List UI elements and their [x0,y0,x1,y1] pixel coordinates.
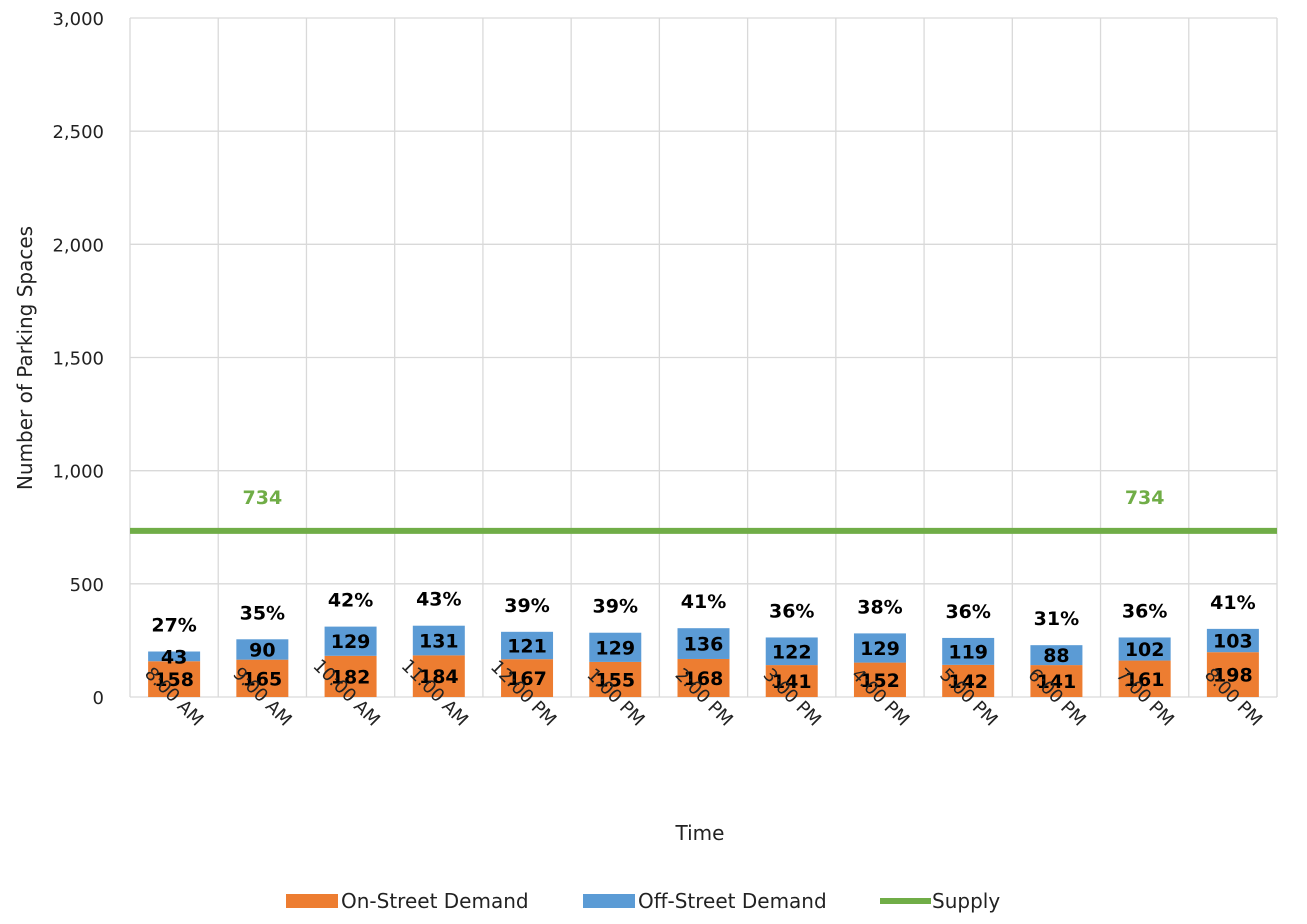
off-street-value-label: 119 [948,641,988,663]
occupancy-label: 38% [857,596,902,618]
bar-on-street [765,665,818,697]
legend-label-supply: Supply [932,889,1000,913]
bar-on-street [677,658,730,697]
occupancy-label: 36% [769,600,814,622]
legend: On-Street Demand Off-Street Demand Supply [286,889,1000,913]
on-street-value-label: 184 [419,666,459,688]
bar-on-street [589,661,642,697]
bar-off-street [677,628,730,659]
bar-on-street [1030,665,1083,697]
on-street-value-label: 167 [507,668,547,690]
y-tick-label: 2,000 [52,235,104,256]
supply-value-label: 734 [243,487,283,509]
off-street-value-label: 136 [684,634,724,656]
off-street-value-label: 43 [161,646,187,668]
bar-on-street [853,662,906,697]
bar-off-street [942,637,995,665]
occupancy-label: 42% [328,590,373,612]
bar-off-street [412,625,465,656]
legend-swatch-off-street [583,894,635,908]
y-tick-label: 3,000 [52,9,104,30]
occupancy-label: 35% [240,602,285,624]
off-street-value-label: 88 [1043,645,1069,667]
off-street-value-label: 103 [1213,631,1253,653]
y-axis-title: Number of Parking Spaces [13,226,37,490]
on-street-value-label: 168 [684,668,724,690]
x-axis-title: Time [675,821,725,845]
bar-on-street [1118,660,1171,697]
occupancy-label: 39% [593,596,638,618]
bar-on-street [942,664,995,697]
occupancy-label: 39% [504,595,549,617]
occupancy-label: 43% [416,589,461,611]
bar-off-street [765,637,818,666]
off-street-value-label: 129 [331,631,371,653]
bar-off-street [324,626,377,656]
off-street-value-label: 102 [1125,639,1165,661]
bar-off-street [1206,628,1259,653]
off-street-value-label: 129 [860,638,900,660]
bar-on-street [412,655,465,697]
off-street-value-label: 131 [419,631,459,653]
off-street-value-label: 122 [772,641,812,663]
on-street-value-label: 182 [331,666,371,688]
on-street-value-label: 152 [860,670,900,692]
bar-off-street [1118,637,1171,661]
legend-label-on-street: On-Street Demand [341,889,529,913]
gridlines [129,17,1278,698]
bar-off-street [1030,645,1083,666]
off-street-value-label: 129 [595,637,635,659]
occupancy-label: 41% [681,591,726,613]
y-tick-label: 0 [93,688,104,709]
supply-value-label: 734 [1125,487,1165,509]
bar-off-street [589,632,642,662]
bar-on-street [324,655,377,697]
on-street-value-label: 155 [595,669,635,691]
on-street-value-label: 165 [243,668,283,690]
bar-off-street [853,633,906,663]
bar-on-street [148,661,201,697]
occupancy-label: 27% [151,615,196,637]
on-street-value-label: 141 [1037,671,1077,693]
y-axis-ticks: 0 500 1,000 1,500 2,000 2,500 3,000 [52,9,104,709]
bar-on-street [501,659,554,697]
occupancy-label: 36% [945,601,990,623]
y-tick-label: 1,500 [52,349,104,370]
y-tick-label: 2,500 [52,122,104,143]
on-street-value-label: 142 [948,671,988,693]
legend-swatch-on-street [286,894,338,908]
legend-label-off-street: Off-Street Demand [638,889,827,913]
on-street-value-label: 198 [1213,665,1253,687]
bar-on-street [236,659,289,697]
occupancy-label: 41% [1210,592,1255,614]
bar-off-street [148,651,201,662]
occupancy-label: 31% [1034,608,1079,630]
supply-series: 734 734 [130,487,1277,534]
off-street-value-label: 90 [249,639,275,661]
y-tick-label: 500 [70,575,104,596]
on-street-value-label: 161 [1125,669,1165,691]
bar-off-street [501,631,554,660]
y-tick-label: 1,000 [52,462,104,483]
on-street-value-label: 141 [772,671,812,693]
on-street-value-label: 158 [154,669,194,691]
occupancy-label: 36% [1122,600,1167,622]
bar-on-street [1206,652,1259,697]
bar-off-street [236,639,289,660]
off-street-value-label: 121 [507,636,547,658]
